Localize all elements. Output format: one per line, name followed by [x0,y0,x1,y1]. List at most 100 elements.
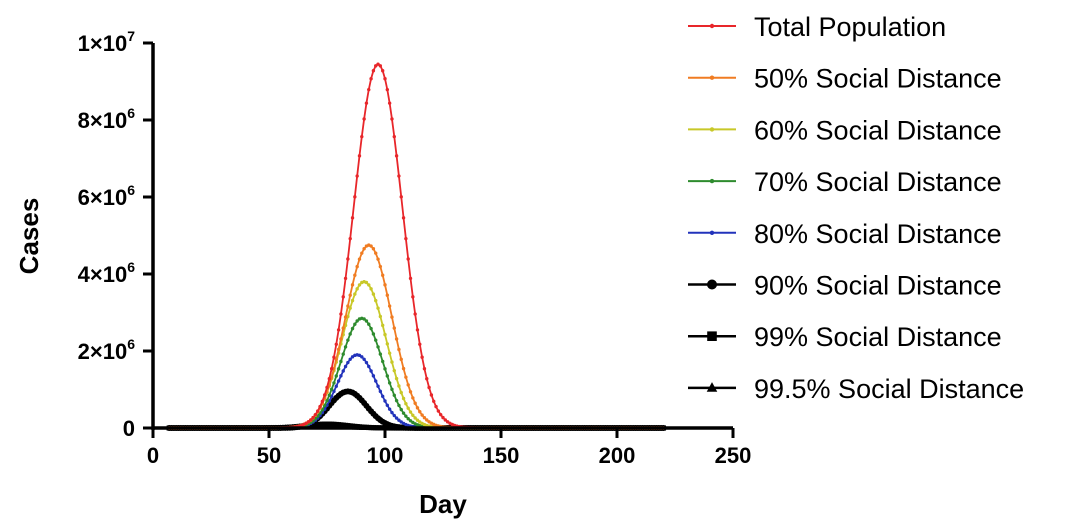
data-point [397,347,401,352]
data-point [408,410,413,414]
data-point [385,293,390,297]
data-point [336,347,341,352]
data-point [334,384,338,388]
data-point [322,393,327,397]
data-point [364,319,369,323]
data-point [415,406,420,410]
data-point [383,367,387,371]
data-point [362,357,366,361]
data-point [343,315,348,319]
data-point [325,385,329,390]
data-point [406,417,410,421]
data-point [397,174,401,178]
data-point [380,323,385,328]
data-point [418,410,422,414]
legend-swatch-marker [707,331,717,341]
data-point [376,384,380,388]
data-point [369,287,373,291]
data-point [329,387,334,392]
legend-item-4: 70% Social Distance [688,167,1002,197]
data-point [353,322,357,326]
data-point [385,87,390,92]
data-point [360,134,364,139]
y-tick-label: 6×106 [78,182,136,210]
data-point [339,374,343,378]
data-point [362,247,366,251]
legend-label: 80% Social Distance [754,219,1002,249]
legend-item-3: 60% Social Distance [688,115,1002,145]
data-point [401,396,406,401]
data-point [380,359,385,364]
data-point [392,368,396,373]
legend: Total Population 50% Social Distance 60% S… [688,12,1024,404]
data-point [406,383,410,387]
data-point [387,351,392,355]
x-tick-label: 50 [257,443,281,468]
data-point [390,410,394,415]
data-point [341,326,345,330]
legend-swatch-marker [709,178,715,184]
data-point [387,381,392,385]
data-point [362,317,366,321]
data-point [334,342,338,346]
data-point [346,360,350,365]
data-point [374,298,378,303]
legend-label: 50% Social Distance [754,64,1002,94]
data-point [383,399,387,403]
data-point [353,195,357,199]
data-point [325,398,329,403]
data-point [392,393,396,397]
data-point [394,398,399,403]
data-point [327,393,332,397]
data-point [316,409,320,413]
data-point [399,357,403,362]
data-point [348,236,352,241]
data-point [427,385,431,390]
legend-swatch-marker [709,127,715,132]
data-point [380,394,385,399]
data-point [341,369,345,373]
series-1 [167,62,666,430]
legend-item-6: 90% Social Distance [688,271,1002,301]
legend-item-1: Total Population [688,12,946,42]
data-point [408,390,413,394]
data-point [374,251,378,255]
data-point [413,312,417,316]
y-tick-label: 8×106 [78,105,136,133]
data-point [322,403,327,408]
data-point [401,411,406,415]
series-line [169,244,664,429]
data-point [339,312,343,316]
data-point [339,337,343,341]
y-tick-label: 0 [123,416,135,441]
data-point [378,314,383,319]
data-point [369,244,373,248]
data-point [436,409,441,413]
data-point [397,418,401,422]
legend-label: 60% Social Distance [754,115,1002,145]
data-point [336,328,341,332]
data-point [311,415,315,420]
legend-label: 70% Social Distance [754,167,1002,197]
legend-swatch-marker [709,230,715,235]
data-point [367,364,371,369]
legend-label: Total Population [754,12,946,42]
data-point [313,412,318,417]
data-point [392,134,396,139]
data-point [320,399,325,404]
data-point [387,304,392,308]
data-point [434,404,438,409]
y-tick-label: 2×106 [78,336,136,364]
data-point [360,355,364,359]
data-point [397,403,401,408]
data-point [394,154,399,158]
data-point [343,276,348,281]
legend-swatch-marker [709,23,715,29]
data-point [399,195,403,199]
data-point [327,377,332,381]
data-point [380,69,385,73]
legend-label: 99.5% Social Distance [754,374,1024,404]
data-point [378,389,383,394]
data-point [432,399,436,404]
series-line [169,317,664,429]
